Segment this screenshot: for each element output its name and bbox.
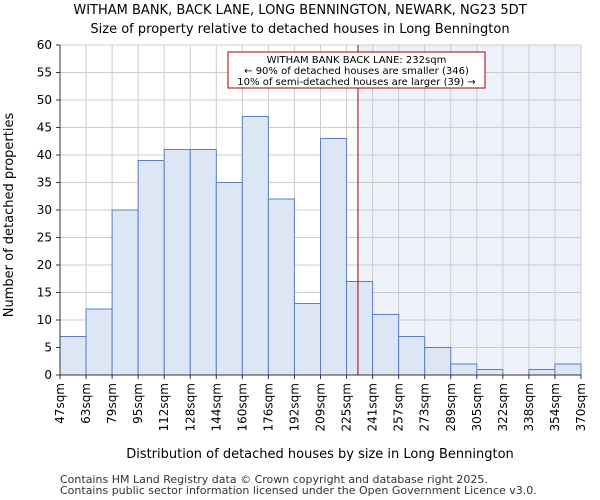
x-tick-label: 305sqm [470,383,484,431]
histogram-bar [137,160,165,376]
y-tick-label: 20 [37,258,52,272]
y-tick-label: 40 [37,148,52,162]
y-tick-label: 50 [37,93,52,107]
histogram-bar [424,347,452,376]
histogram-bar [85,308,113,376]
annotation-line: WITHAM BANK BACK LANE: 232sqm [267,55,447,66]
histogram-bar [476,369,504,376]
y-tick-label: 0 [44,368,52,382]
x-tick-label: 209sqm [314,383,328,431]
x-tick-label: 354sqm [548,383,562,431]
x-tick-label: 338sqm [522,383,536,431]
histogram-bar [293,303,322,376]
y-tick-label: 55 [37,66,52,80]
x-tick-label: 95sqm [131,383,145,424]
annotation-line: ← 90% of detached houses are smaller (34… [244,66,469,77]
chart-subtitle: Size of property relative to detached ho… [90,22,509,37]
x-tick-label: 79sqm [105,383,119,424]
histogram-bar [241,116,269,376]
x-tick-label: 257sqm [392,383,406,431]
histogram-bar [267,198,295,376]
y-tick-label: 25 [37,231,52,245]
y-tick-label: 60 [37,38,52,52]
histogram-bar [346,281,374,376]
y-tick-label: 10 [37,313,52,327]
chart-title: WITHAM BANK, BACK LANE, LONG BENNINGTON,… [73,3,526,18]
x-tick-label: 176sqm [261,383,275,431]
annotation-line: 10% of semi-detached houses are larger (… [237,77,475,88]
histogram-bar [450,363,478,376]
histogram-bar [554,363,582,376]
x-tick-label: 160sqm [235,383,249,431]
x-tick-label: 128sqm [183,383,197,431]
x-axis-label: Distribution of detached houses by size … [126,447,514,462]
histogram-bar [215,182,243,376]
x-tick-label: 241sqm [366,383,380,431]
histogram-chart: 0 5 10 15 20 25 30 35 40 45 50 55 60 47sqm 63sqm 79sqm 9… [2,3,588,462]
x-tick-label: 144sqm [209,383,223,431]
histogram-bar [59,336,87,376]
x-tick-label: 63sqm [79,383,93,424]
histogram-bar [163,149,191,376]
x-tick-label: 225sqm [340,383,354,431]
x-tick-label: 370sqm [574,383,588,431]
x-tick-label: 47sqm [53,383,67,424]
y-tick-label: 30 [37,203,52,217]
y-tick-label: 35 [37,176,52,190]
x-tick-label: 273sqm [418,383,432,431]
histogram-bar [189,149,217,376]
x-tick-label: 289sqm [444,383,458,431]
histogram-bar [320,138,348,376]
y-tick-label: 15 [37,286,52,300]
footer-line-2: Contains public sector information licen… [60,484,537,497]
annotation-box [227,51,486,89]
histogram-bar [372,314,400,376]
y-tick-label: 5 [44,341,52,355]
y-axis-label: Number of detached properties [2,113,17,318]
histogram-bar [528,369,556,376]
x-tick-label: 192sqm [287,383,301,431]
histogram-bar [398,336,426,376]
histogram-bar [111,209,139,376]
x-tick-label: 322sqm [496,383,510,431]
footer-line-1: Contains HM Land Registry data © Crown c… [60,473,488,486]
y-tick-label: 45 [37,121,52,135]
x-tick-label: 112sqm [157,383,171,431]
